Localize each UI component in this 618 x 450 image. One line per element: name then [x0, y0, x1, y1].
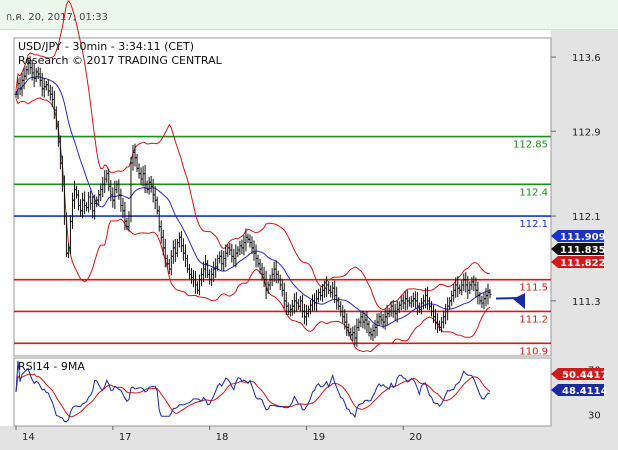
price-badge-label: 111.822: [560, 258, 606, 269]
y-tick-label: 112.9: [572, 127, 601, 138]
bollinger-lower: [15, 97, 491, 353]
bottom-axis-panel: [0, 426, 618, 450]
level-label-1: 112.4: [519, 187, 548, 198]
x-axis-ticks: 14 17 18 19 20: [15, 426, 422, 443]
rsi-label: RSI14 - 9MA: [18, 360, 85, 373]
level-label-3: 111.5: [519, 283, 548, 294]
rsi-panel: [13, 357, 552, 427]
rsi-badge-label: 48.4114: [562, 386, 608, 397]
x-tick-label: 19: [312, 432, 325, 443]
bollinger-bands: [15, 0, 491, 353]
x-tick-label: 14: [22, 432, 35, 443]
x-tick-label: 20: [409, 432, 422, 443]
y-axis-ticks: 113.6 112.9 112.1 111.3: [551, 53, 601, 308]
chart-title: USD/JPY - 30min - 3:34:11 (CET): [18, 40, 194, 53]
rsi-tick-label: 30: [588, 411, 601, 422]
price-series: [14, 56, 492, 347]
level-label-5: 110.9: [519, 346, 548, 357]
bollinger-upper: [15, 0, 491, 311]
level-label-0: 112.85: [513, 140, 548, 151]
level-label-2: 112.1: [519, 219, 548, 230]
rsi-badge-bg: [551, 384, 604, 396]
forecast-arrow-head: [513, 293, 525, 309]
y-tick-label: 113.6: [572, 53, 601, 64]
price-badge-label: 111.909: [560, 232, 606, 243]
price-badge-bg: [551, 243, 604, 255]
timestamp: ก.ค. 20, 2017, 01:33: [6, 12, 108, 23]
price-badges: 111.909 111.835 111.822: [551, 230, 606, 269]
chart-subtitle: Research © 2017 TRADING CENTRAL: [18, 54, 223, 67]
price-badge-bg: [551, 256, 604, 268]
rsi-line: [15, 360, 491, 423]
price-badge-label: 111.835: [560, 245, 606, 256]
forecast-arrow: [495, 293, 525, 309]
price-panel: [13, 37, 552, 357]
x-tick-label: 18: [216, 432, 229, 443]
rsi-badge-bg: [551, 368, 604, 380]
y-tick-label: 112.1: [572, 212, 601, 223]
y-tick-label: 111.3: [572, 297, 601, 308]
price-badge-bg: [551, 230, 604, 242]
level-label-4: 111.2: [519, 314, 548, 325]
x-tick-label: 17: [119, 432, 132, 443]
rsi-badge-label: 50.4417: [562, 370, 608, 381]
timestamp-bar: ก.ค. 20, 2017, 01:33: [0, 0, 618, 30]
